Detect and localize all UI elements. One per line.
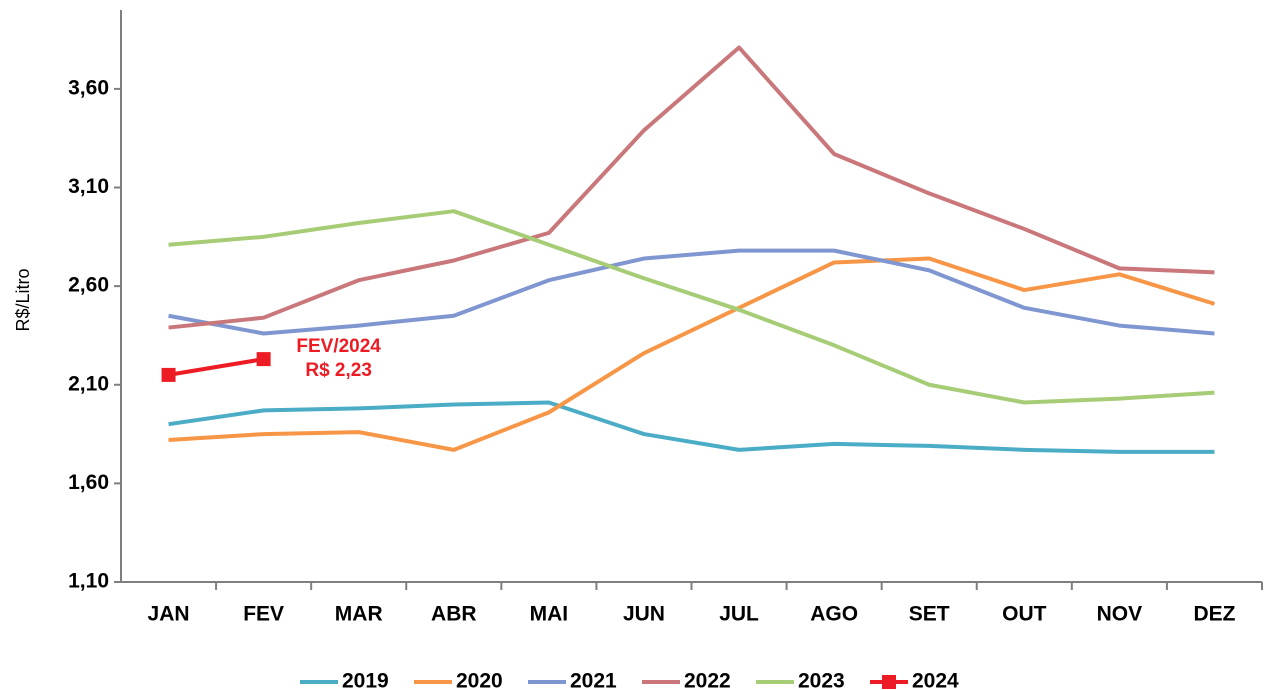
- series-line: [168, 400, 1215, 454]
- series-line: [168, 45, 1215, 330]
- legend-label: 2023: [798, 670, 845, 690]
- y-tick-label: 3,60: [68, 76, 109, 99]
- x-tick-label: JAN: [148, 603, 190, 626]
- legend-label: 2019: [342, 670, 389, 690]
- series-line: [168, 248, 1215, 336]
- annotation: R$ 2,23: [305, 360, 372, 381]
- x-tick-label: SET: [909, 603, 950, 626]
- legend-label: 2022: [684, 670, 731, 690]
- point-marker: [256, 352, 271, 367]
- legend-marker: [882, 675, 896, 689]
- x-tick-label: ABR: [431, 603, 477, 626]
- x-tick-label: FEV: [243, 603, 284, 626]
- legend-label: 2020: [456, 670, 503, 690]
- x-tick-label: MAI: [530, 603, 569, 626]
- series-line: [168, 256, 1216, 452]
- x-tick-label: JUL: [719, 603, 759, 626]
- legend-label: 2024: [912, 670, 959, 690]
- series-line: [168, 357, 264, 377]
- x-tick-label: MAR: [335, 603, 383, 626]
- legend-label: 2021: [570, 670, 617, 690]
- x-tick-label: NOV: [1097, 603, 1143, 626]
- x-tick-label: DEZ: [1193, 603, 1235, 626]
- x-tick-label: AGO: [810, 603, 858, 626]
- x-tick-label: JUN: [623, 603, 665, 626]
- x-tick-label: OUT: [1002, 603, 1047, 626]
- series-line: [168, 209, 1215, 405]
- y-axis-label: R$/Litro: [13, 268, 33, 331]
- y-tick-label: 2,10: [68, 372, 109, 395]
- y-tick-label: 1,10: [68, 570, 109, 593]
- y-tick-label: 3,10: [68, 175, 109, 198]
- point-marker: [161, 367, 176, 382]
- y-tick-label: 2,60: [68, 274, 109, 297]
- annotation: FEV/2024: [296, 336, 381, 357]
- y-tick-label: 1,60: [68, 471, 109, 494]
